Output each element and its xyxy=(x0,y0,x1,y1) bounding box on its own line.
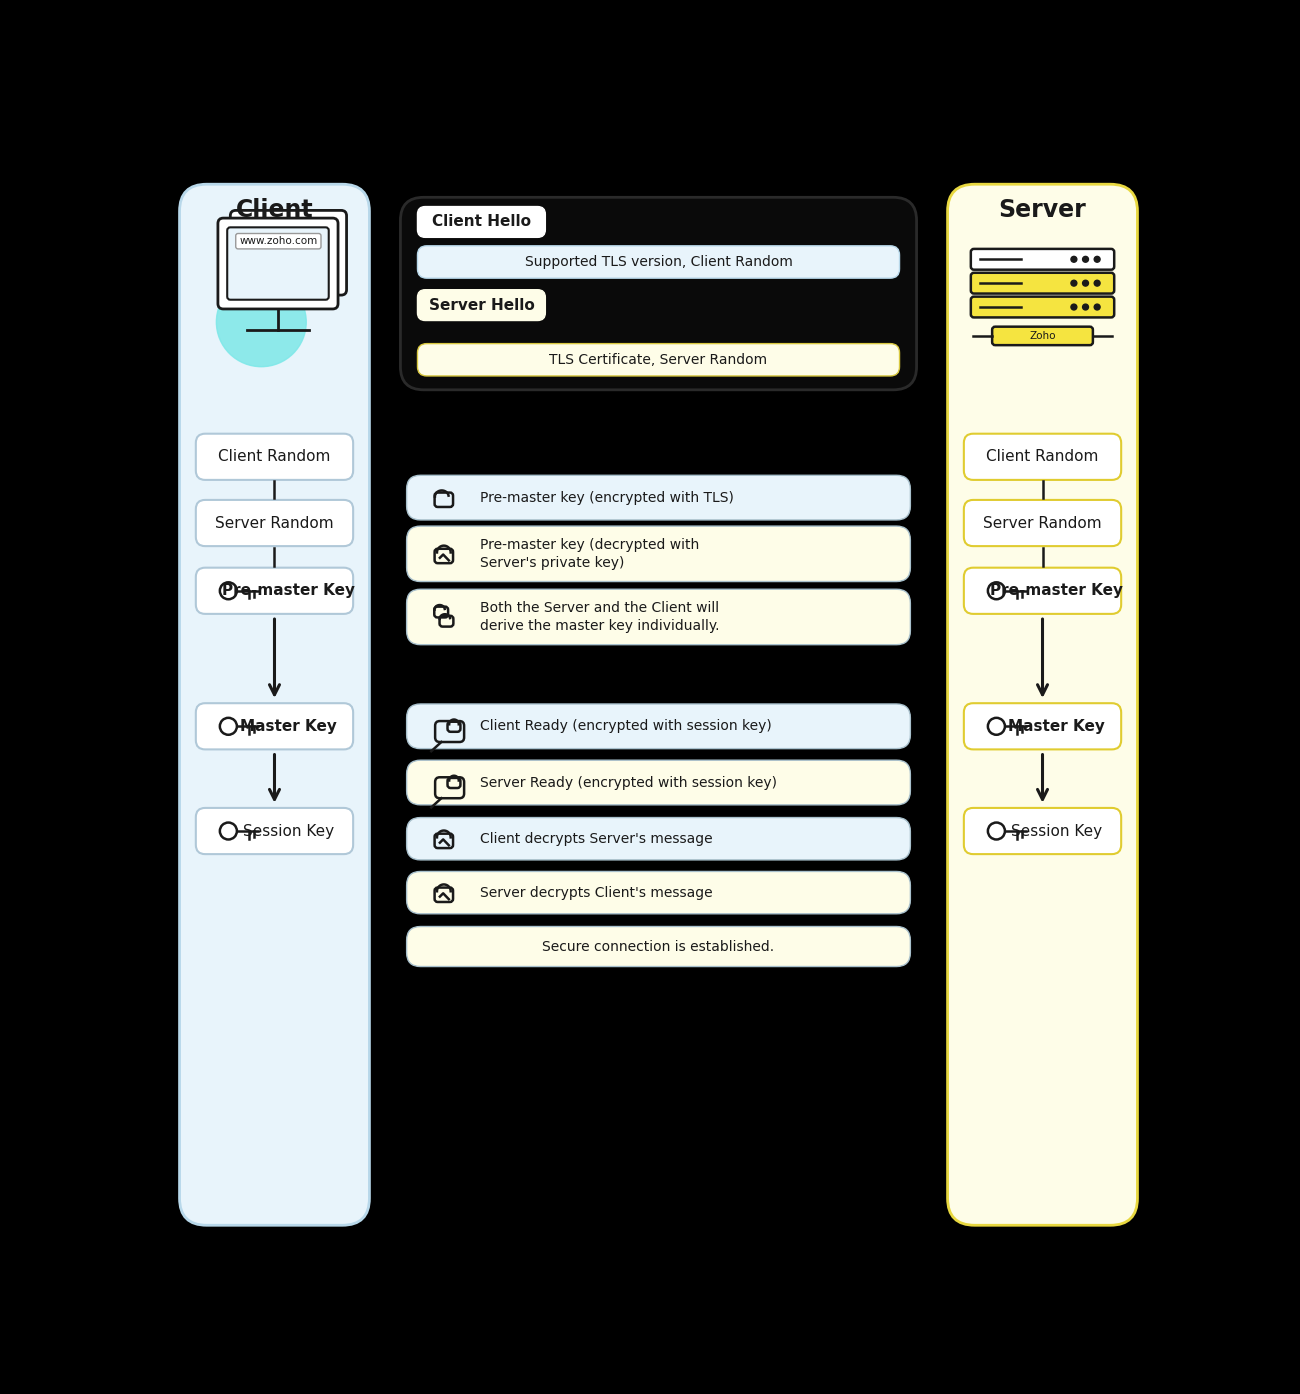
Text: Pre-master Key: Pre-master Key xyxy=(222,583,355,598)
FancyBboxPatch shape xyxy=(196,500,354,546)
Text: Zoho: Zoho xyxy=(1030,330,1056,342)
FancyBboxPatch shape xyxy=(407,927,910,966)
Text: Session Key: Session Key xyxy=(1011,824,1102,839)
FancyBboxPatch shape xyxy=(963,567,1121,613)
Circle shape xyxy=(1071,256,1076,262)
Text: www.zoho.com: www.zoho.com xyxy=(239,236,317,247)
FancyBboxPatch shape xyxy=(948,184,1138,1225)
FancyBboxPatch shape xyxy=(407,817,910,860)
Text: Client Hello: Client Hello xyxy=(432,215,530,230)
Circle shape xyxy=(1095,280,1100,286)
Circle shape xyxy=(1083,304,1088,309)
FancyBboxPatch shape xyxy=(971,297,1114,318)
FancyBboxPatch shape xyxy=(179,184,369,1225)
FancyBboxPatch shape xyxy=(407,704,910,749)
Text: Server Random: Server Random xyxy=(216,516,334,531)
FancyBboxPatch shape xyxy=(971,250,1114,269)
FancyBboxPatch shape xyxy=(235,234,321,250)
Text: Supported TLS version, Client Random: Supported TLS version, Client Random xyxy=(525,255,793,269)
FancyBboxPatch shape xyxy=(407,590,910,644)
FancyBboxPatch shape xyxy=(407,760,910,804)
Text: Session Key: Session Key xyxy=(243,824,334,839)
Text: Client: Client xyxy=(235,198,313,223)
Circle shape xyxy=(216,277,307,367)
Text: Pre-master Key: Pre-master Key xyxy=(991,583,1123,598)
Circle shape xyxy=(1095,304,1100,309)
FancyBboxPatch shape xyxy=(196,567,354,613)
Text: Server Random: Server Random xyxy=(983,516,1102,531)
FancyBboxPatch shape xyxy=(400,198,916,390)
FancyBboxPatch shape xyxy=(227,227,329,300)
Circle shape xyxy=(1071,304,1076,309)
Text: Master Key: Master Key xyxy=(1008,719,1105,733)
FancyBboxPatch shape xyxy=(963,434,1121,480)
Circle shape xyxy=(1083,280,1088,286)
Text: Server's private key): Server's private key) xyxy=(480,556,624,570)
FancyBboxPatch shape xyxy=(230,210,347,296)
Text: Both the Server and the Client will: Both the Server and the Client will xyxy=(480,601,719,615)
Text: Client Ready (encrypted with session key): Client Ready (encrypted with session key… xyxy=(480,719,772,733)
Text: Client decrypts Server's message: Client decrypts Server's message xyxy=(480,832,712,846)
Text: Pre-master key (decrypted with: Pre-master key (decrypted with xyxy=(480,538,699,552)
FancyBboxPatch shape xyxy=(963,809,1121,855)
FancyBboxPatch shape xyxy=(963,500,1121,546)
Text: Server: Server xyxy=(998,198,1087,223)
Text: Server Ready (encrypted with session key): Server Ready (encrypted with session key… xyxy=(480,775,777,789)
Text: Server decrypts Client's message: Server decrypts Client's message xyxy=(480,885,712,899)
FancyBboxPatch shape xyxy=(196,703,354,750)
Text: Secure connection is established.: Secure connection is established. xyxy=(542,940,775,953)
FancyBboxPatch shape xyxy=(417,343,900,376)
FancyBboxPatch shape xyxy=(407,526,910,581)
FancyBboxPatch shape xyxy=(196,809,354,855)
Text: Server Hello: Server Hello xyxy=(429,297,534,312)
Text: derive the master key individually.: derive the master key individually. xyxy=(480,619,720,633)
Text: Pre-master key (encrypted with TLS): Pre-master key (encrypted with TLS) xyxy=(480,491,734,505)
FancyBboxPatch shape xyxy=(971,273,1114,294)
FancyBboxPatch shape xyxy=(218,217,338,309)
Circle shape xyxy=(1071,280,1076,286)
FancyBboxPatch shape xyxy=(417,206,546,237)
Circle shape xyxy=(1095,256,1100,262)
FancyBboxPatch shape xyxy=(196,434,354,480)
Text: Client Random: Client Random xyxy=(218,449,330,464)
Circle shape xyxy=(1083,256,1088,262)
Text: Client Random: Client Random xyxy=(987,449,1098,464)
Text: Master Key: Master Key xyxy=(240,719,337,733)
Text: TLS Certificate, Server Random: TLS Certificate, Server Random xyxy=(550,353,767,367)
FancyBboxPatch shape xyxy=(417,290,546,321)
FancyBboxPatch shape xyxy=(407,871,910,914)
FancyBboxPatch shape xyxy=(963,703,1121,750)
FancyBboxPatch shape xyxy=(417,245,900,279)
FancyBboxPatch shape xyxy=(407,475,910,520)
FancyBboxPatch shape xyxy=(992,326,1093,346)
